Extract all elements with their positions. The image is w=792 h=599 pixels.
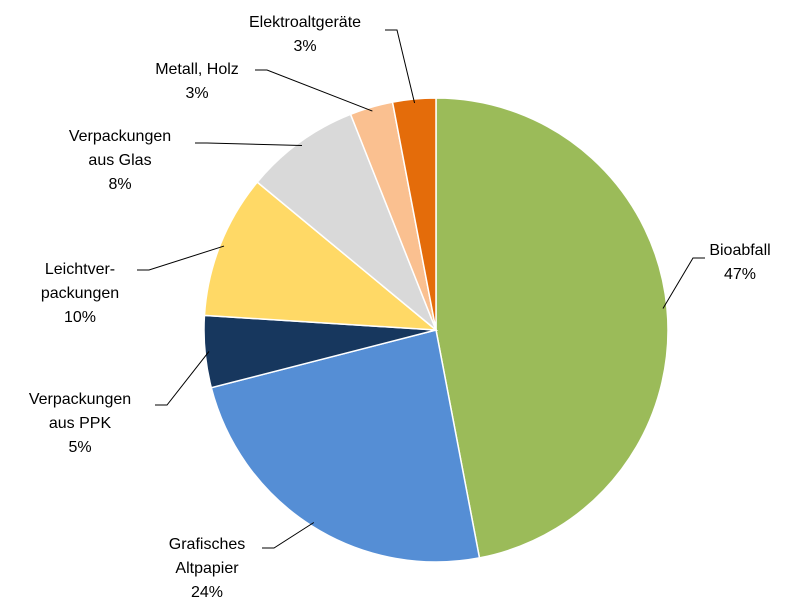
leader-line	[385, 29, 416, 104]
label-line: Leichtver-	[45, 261, 115, 278]
slice-label: Bioabfall	[709, 242, 770, 259]
slice-label: Verpackungen aus Glas	[69, 128, 171, 169]
leader-line	[255, 69, 373, 112]
value-label: 8%	[108, 176, 131, 193]
label-line: aus Glas	[88, 152, 151, 169]
label-line: Altpapier	[175, 560, 239, 577]
label-line: Grafisches	[169, 536, 245, 553]
leader-line	[662, 257, 705, 309]
slice-label: Elektroaltgeräte	[249, 14, 361, 31]
label-line: Verpackungen	[29, 391, 131, 408]
label-line: Bioabfall	[709, 242, 770, 259]
value-label: 10%	[64, 309, 96, 326]
slice-label: Leichtver-packungen	[41, 261, 119, 302]
pie-slice	[435, 97, 669, 559]
pie-slice	[210, 329, 481, 563]
pie-slice	[391, 97, 437, 331]
slice-label: Metall, Holz	[155, 61, 239, 78]
leader-line	[155, 351, 210, 406]
value-label: 47%	[724, 266, 756, 283]
value-label: 24%	[191, 584, 223, 599]
leader-line	[262, 522, 315, 549]
pie-slice	[256, 113, 437, 331]
slice-label: Grafisches Altpapier	[169, 536, 245, 577]
pie-slice	[203, 181, 439, 331]
label-line: Elektroaltgeräte	[249, 14, 361, 31]
label-line: Metall, Holz	[155, 61, 239, 78]
leader-line	[195, 142, 302, 147]
leader-line	[137, 245, 225, 271]
slice-label: Verpackungen aus PPK	[29, 391, 131, 432]
label-line: packungen	[41, 285, 119, 302]
value-label: 3%	[293, 38, 316, 55]
value-label: 5%	[68, 439, 91, 456]
value-label: 3%	[185, 85, 208, 102]
label-line: aus PPK	[49, 415, 112, 432]
label-line: Verpackungen	[69, 128, 171, 145]
